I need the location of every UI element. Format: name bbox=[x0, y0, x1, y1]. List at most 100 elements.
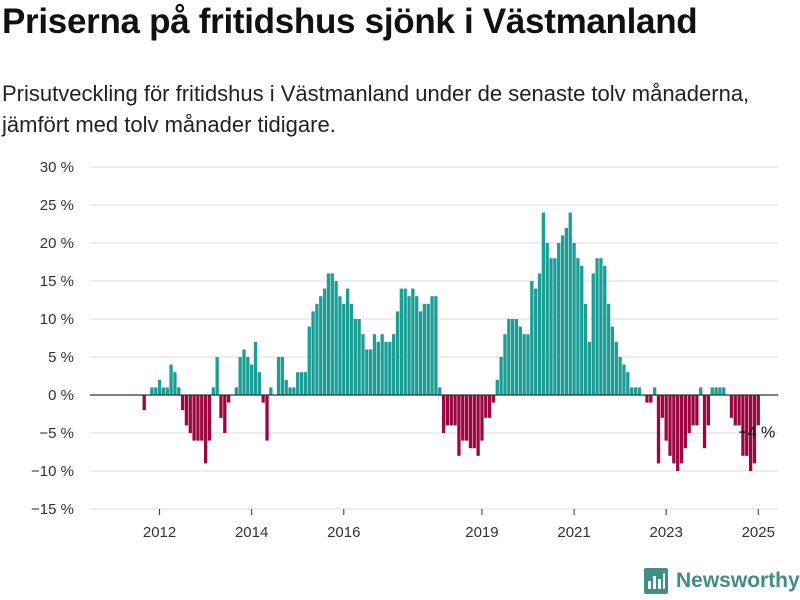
bar bbox=[595, 258, 599, 395]
bar bbox=[637, 387, 641, 395]
x-tick-label: 2021 bbox=[557, 524, 590, 540]
bar bbox=[656, 395, 661, 464]
bar bbox=[610, 326, 615, 395]
bar bbox=[338, 296, 342, 395]
bar bbox=[545, 243, 549, 395]
bar bbox=[418, 311, 423, 395]
bar bbox=[238, 357, 242, 395]
bar bbox=[699, 387, 703, 395]
bar bbox=[296, 372, 300, 395]
bar bbox=[660, 395, 664, 418]
bar bbox=[580, 265, 584, 395]
bar bbox=[457, 395, 461, 456]
bar bbox=[349, 303, 354, 395]
bar bbox=[606, 303, 611, 395]
bar bbox=[618, 357, 622, 395]
bar bbox=[741, 395, 745, 456]
y-tick-label: −15 % bbox=[31, 501, 74, 518]
bar bbox=[303, 372, 308, 395]
x-tick-label: 2025 bbox=[742, 524, 775, 540]
bar bbox=[756, 395, 760, 426]
bar bbox=[484, 395, 488, 418]
bar bbox=[591, 273, 595, 395]
bar bbox=[679, 395, 684, 464]
bar bbox=[242, 349, 246, 395]
bar bbox=[560, 235, 565, 395]
bar bbox=[706, 395, 711, 426]
y-tick-label: −5 % bbox=[39, 425, 74, 442]
bar bbox=[196, 395, 200, 441]
newsworthy-logo: Newsworthy bbox=[644, 568, 800, 594]
bar bbox=[576, 258, 580, 395]
bar bbox=[311, 311, 315, 395]
bar bbox=[614, 341, 618, 395]
bar bbox=[503, 334, 507, 395]
bar bbox=[223, 395, 227, 433]
bar bbox=[365, 349, 369, 395]
y-tick-label: 20 % bbox=[40, 235, 74, 252]
bar bbox=[372, 334, 377, 395]
bar bbox=[169, 364, 173, 395]
bar bbox=[691, 395, 695, 426]
bar bbox=[441, 395, 446, 433]
bar bbox=[495, 379, 499, 395]
bar bbox=[342, 303, 346, 395]
bar bbox=[246, 357, 250, 395]
x-tick-label: 2023 bbox=[649, 524, 682, 540]
bar bbox=[154, 387, 158, 395]
bar bbox=[430, 296, 434, 395]
bar bbox=[572, 243, 576, 395]
bar bbox=[487, 395, 492, 418]
bar bbox=[668, 395, 672, 456]
x-axis: 2012 2014 2016 2019 2021 2023 2025 bbox=[143, 509, 775, 540]
bar bbox=[434, 296, 438, 395]
bar bbox=[748, 395, 753, 471]
bar bbox=[511, 319, 515, 395]
bar bbox=[315, 303, 319, 395]
bar bbox=[603, 265, 607, 395]
y-tick-label: 5 % bbox=[48, 349, 74, 366]
bar bbox=[522, 334, 526, 395]
bar bbox=[376, 341, 380, 395]
bar bbox=[357, 319, 361, 395]
bar bbox=[445, 395, 450, 426]
bar bbox=[599, 258, 603, 395]
bar bbox=[403, 288, 407, 395]
bar bbox=[461, 395, 465, 441]
chart-subtitle: Prisutveckling för fritidshus i Västmanl… bbox=[2, 81, 750, 137]
bar bbox=[219, 395, 223, 418]
bar bbox=[399, 288, 403, 395]
bar bbox=[653, 387, 657, 395]
bar bbox=[468, 395, 473, 449]
bar bbox=[557, 243, 561, 395]
bar bbox=[322, 288, 327, 395]
bar bbox=[307, 326, 311, 395]
y-axis-tick-labels: 30 % 25 % 20 % 15 % 10 % 5 % 0 % −5 % −10 % −15 % bbox=[31, 159, 74, 518]
bar bbox=[541, 212, 546, 395]
bars bbox=[142, 212, 760, 471]
bar bbox=[353, 319, 357, 395]
y-tick-label: 10 % bbox=[40, 311, 74, 328]
x-tick-label: 2019 bbox=[465, 524, 498, 540]
bar bbox=[507, 319, 511, 395]
bar bbox=[265, 395, 269, 441]
bar bbox=[165, 387, 169, 395]
bar bbox=[438, 387, 442, 395]
bar bbox=[177, 387, 181, 395]
bar bbox=[142, 395, 146, 411]
bar bbox=[184, 395, 189, 426]
brand-name: Newsworthy bbox=[676, 569, 800, 592]
bar bbox=[549, 258, 553, 395]
bar bbox=[422, 303, 427, 395]
x-tick-label: 2014 bbox=[235, 524, 268, 540]
x-tick-label: 2016 bbox=[327, 524, 360, 540]
bar bbox=[345, 288, 350, 395]
bar bbox=[499, 357, 503, 395]
bar bbox=[453, 395, 457, 426]
bar bbox=[722, 387, 726, 395]
bar bbox=[288, 387, 292, 395]
bar bbox=[672, 395, 676, 464]
chart-title: Priserna på fritidshus sjönk i Västmanla… bbox=[2, 2, 698, 41]
y-tick-label: 0 % bbox=[48, 387, 74, 404]
bar bbox=[687, 395, 691, 433]
